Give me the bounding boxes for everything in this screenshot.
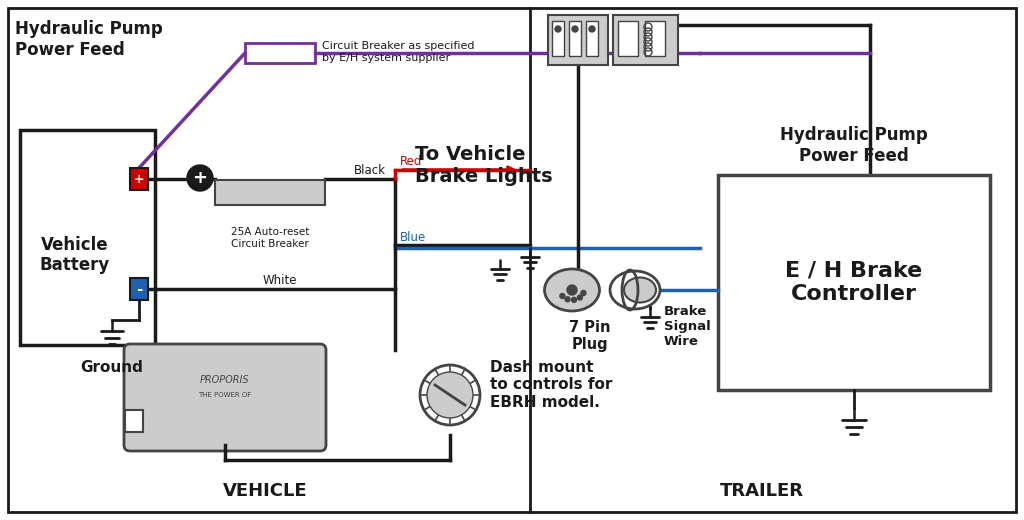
Bar — [125, 410, 143, 432]
Text: 7 Pin
Plug: 7 Pin Plug — [569, 320, 610, 353]
Circle shape — [427, 372, 473, 418]
Text: Red: Red — [400, 155, 422, 168]
Text: TRAILER: TRAILER — [720, 482, 804, 500]
Bar — [718, 175, 990, 390]
Ellipse shape — [610, 271, 660, 309]
Circle shape — [565, 297, 570, 302]
Bar — [586, 21, 598, 56]
Text: Hydraulic Pump
Power Feed: Hydraulic Pump Power Feed — [780, 126, 928, 165]
Circle shape — [420, 365, 480, 425]
Text: 25A Auto-reset
Circuit Breaker: 25A Auto-reset Circuit Breaker — [230, 227, 309, 249]
Bar — [645, 21, 665, 56]
Text: Circuit Breaker as specified
by E/H system supplier: Circuit Breaker as specified by E/H syst… — [322, 41, 474, 63]
Text: Black: Black — [354, 164, 386, 177]
Text: White: White — [263, 274, 297, 287]
Circle shape — [581, 291, 586, 295]
Bar — [618, 21, 638, 56]
Bar — [20, 130, 155, 345]
Text: Ground: Ground — [81, 360, 143, 375]
FancyBboxPatch shape — [124, 344, 326, 451]
Bar — [130, 168, 148, 190]
Text: +: + — [193, 169, 208, 187]
Text: Brake
Signal
Wire: Brake Signal Wire — [664, 305, 711, 348]
Text: PROPORIS: PROPORIS — [200, 375, 250, 385]
Ellipse shape — [545, 269, 599, 311]
Bar — [245, 43, 315, 63]
Circle shape — [555, 26, 561, 32]
Bar — [215, 180, 325, 205]
Text: +: + — [134, 173, 144, 186]
Circle shape — [578, 295, 583, 300]
Text: -: - — [136, 281, 142, 296]
Circle shape — [187, 165, 213, 191]
Text: THE POWER OF: THE POWER OF — [199, 392, 252, 398]
Text: Vehicle
Battery: Vehicle Battery — [40, 236, 111, 275]
Ellipse shape — [624, 278, 656, 303]
Circle shape — [589, 26, 595, 32]
Bar — [613, 15, 678, 65]
Text: Dash mount
to controls for
EBRH model.: Dash mount to controls for EBRH model. — [490, 360, 612, 410]
Bar — [548, 15, 608, 65]
Text: Hydraulic Pump
Power Feed: Hydraulic Pump Power Feed — [15, 20, 163, 59]
Text: VEHICLE: VEHICLE — [222, 482, 307, 500]
Circle shape — [571, 297, 577, 302]
Bar — [130, 278, 148, 300]
Bar — [569, 21, 581, 56]
Circle shape — [560, 293, 565, 298]
Text: To Vehicle
Brake Lights: To Vehicle Brake Lights — [415, 145, 553, 186]
Circle shape — [572, 26, 578, 32]
Text: Blue: Blue — [400, 231, 426, 244]
Circle shape — [567, 285, 577, 295]
Text: E / H Brake
Controller: E / H Brake Controller — [785, 261, 923, 304]
Bar — [552, 21, 564, 56]
